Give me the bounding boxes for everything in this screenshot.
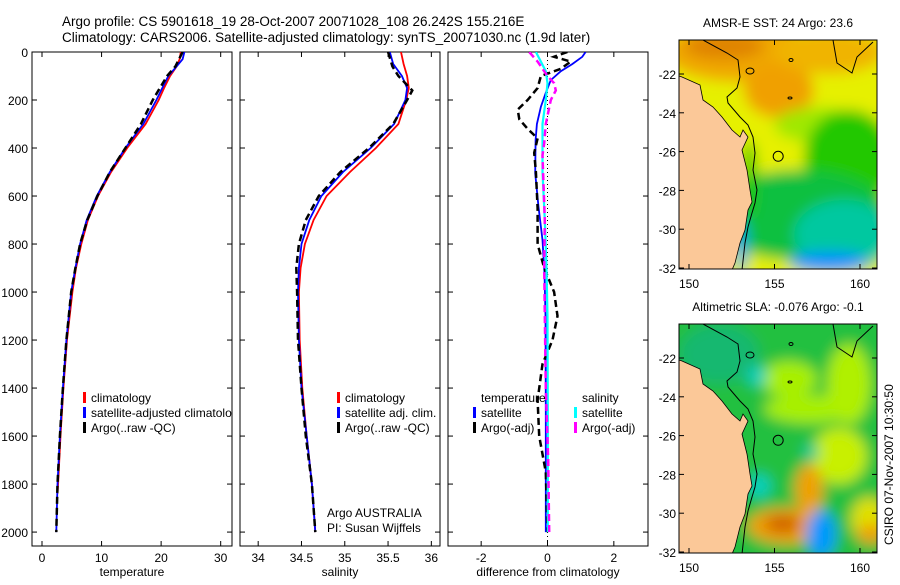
sst-map	[678, 39, 878, 270]
sla-map	[678, 323, 878, 554]
lat-tick-label: -32	[659, 546, 677, 560]
x-tick-label: 0	[544, 551, 551, 565]
x-axis-label: temperature	[100, 565, 165, 579]
legend-label: satellite	[582, 406, 623, 420]
annotation-text: PI: Susan Wijffels	[327, 521, 421, 535]
legend-header: salinity	[582, 391, 619, 405]
plot-frame	[239, 51, 441, 547]
lat-tick-label: -30	[659, 223, 677, 237]
lon-tick-label: 150	[679, 561, 699, 575]
figure-title-line1: Argo profile: CS 5901618_19 28-Oct-2007 …	[62, 14, 524, 29]
figure-title-line2: Climatology: CARS2006. Satellite-adjuste…	[62, 30, 590, 45]
map-title: AMSR-E SST: 24 Argo: 23.6	[703, 16, 853, 30]
argo-location-marker	[772, 150, 784, 162]
series-salinity-satellite	[534, 52, 549, 533]
timestamp-stamp: CSIRO 07-Nov-2007 10:30:50	[882, 384, 896, 545]
legend-label: satellite adj. clim.	[345, 406, 436, 420]
legend-label: satellite	[481, 406, 522, 420]
map-title: Altimetric SLA: -0.076 Argo: -0.1	[692, 300, 864, 314]
lat-tick-label: -30	[659, 507, 677, 521]
lat-tick-label: -26	[659, 430, 677, 444]
argo-location-marker	[772, 434, 784, 446]
x-tick-label: 34.5	[290, 551, 314, 565]
y-tick-label: 2000	[1, 526, 28, 540]
lon-tick-label: 160	[850, 561, 870, 575]
lat-tick-label: -22	[659, 68, 677, 82]
y-tick-label: 600	[8, 190, 28, 204]
series-argo-raw-qc-	[55, 52, 184, 533]
profile-panel-0: 0 10 20 30 0 200 400 600 800 1000 1200 1400 1600 1800…	[1, 46, 244, 579]
lat-tick-label: -24	[659, 107, 677, 121]
series-temperature-argo-adj-	[516, 52, 574, 533]
lon-tick-label: 160	[850, 277, 870, 291]
series-group	[295, 52, 414, 533]
series-group	[55, 52, 186, 533]
annotation-text: Argo AUSTRALIA	[327, 506, 422, 520]
profile-panel-1: 34 34.5 35 35.5 36 salinity Argo AUSTRALIAPI: …	[239, 51, 441, 579]
series-salinity-argo-adj-	[528, 52, 558, 533]
y-tick-label: 1600	[1, 430, 28, 444]
x-tick-label: 10	[95, 551, 109, 565]
y-tick-label: 800	[8, 238, 28, 252]
y-tick-label: 0	[21, 46, 28, 60]
plot-frame	[31, 51, 233, 547]
legend-header: temperature	[481, 391, 546, 405]
map-axes-4: Altimetric SLA: -0.076 Argo: -0.1 150 155 1…	[659, 300, 877, 575]
lat-tick-label: -32	[659, 262, 677, 276]
legend-label: climatology	[345, 391, 405, 405]
y-tick-label: 1000	[1, 286, 28, 300]
x-tick-label: -2	[476, 551, 487, 565]
x-tick-label: 35.5	[376, 551, 400, 565]
y-tick-label: 1400	[1, 382, 28, 396]
series-satellite-adj-clim-	[297, 52, 409, 533]
y-tick-label: 400	[8, 142, 28, 156]
series-argo-raw-qc-	[295, 52, 414, 533]
x-tick-label: 34	[252, 551, 266, 565]
x-tick-label: 0	[39, 551, 46, 565]
x-axis-label: difference from climatology	[476, 565, 619, 579]
legend-label: satellite-adjusted climatology	[91, 406, 244, 420]
y-tick-label: 200	[8, 94, 28, 108]
legend-label: Argo(-adj)	[481, 421, 534, 435]
lon-tick-label: 155	[764, 277, 784, 291]
legend-label: climatology	[91, 391, 151, 405]
series-group	[516, 52, 587, 546]
lat-tick-label: -26	[659, 146, 677, 160]
lat-tick-label: -22	[659, 352, 677, 366]
legend-label: Argo(-adj)	[582, 421, 635, 435]
lon-tick-label: 155	[764, 561, 784, 575]
y-tick-label: 1800	[1, 478, 28, 492]
x-tick-label: 20	[154, 551, 168, 565]
lat-tick-label: -28	[659, 468, 677, 482]
x-tick-label: 2	[610, 551, 617, 565]
x-tick-label: 35	[338, 551, 352, 565]
x-axis-label: salinity	[322, 565, 359, 579]
y-tick-label: 1200	[1, 334, 28, 348]
legend: temperaturesatelliteArgo(-adj)salinitysa…	[473, 391, 635, 435]
x-tick-label: 36	[425, 551, 439, 565]
map-axes-3: AMSR-E SST: 24 Argo: 23.6 150 155 160 -22 -24…	[659, 16, 877, 291]
lat-tick-label: -24	[659, 391, 677, 405]
x-tick-label: 30	[214, 551, 228, 565]
lon-tick-label: 150	[679, 277, 699, 291]
lat-tick-label: -28	[659, 184, 677, 198]
legend-label: Argo(..raw -QC)	[345, 421, 430, 435]
legend-label: Argo(..raw -QC)	[91, 421, 176, 435]
